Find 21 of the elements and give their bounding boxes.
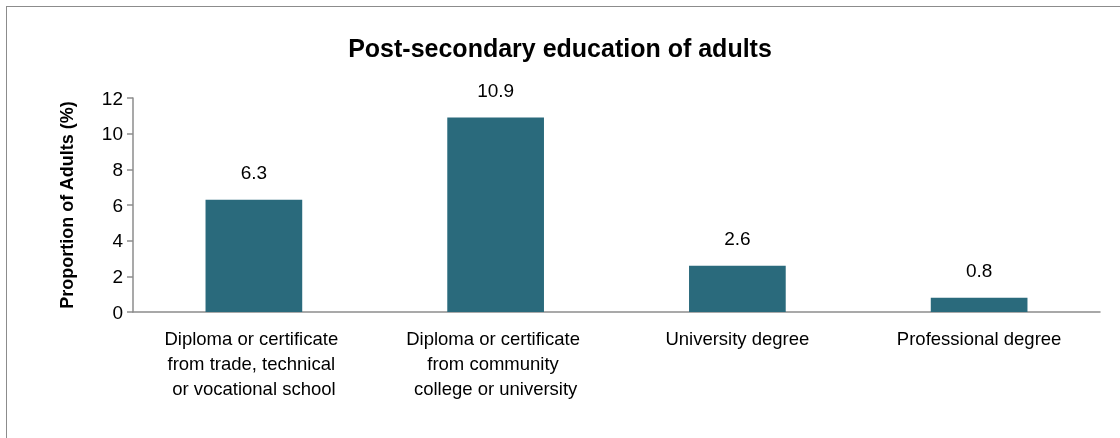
- data-label: 0.8: [965, 259, 993, 281]
- y-tick-label: 4: [112, 230, 124, 252]
- x-tick-label: Diploma or certificate from trade, technical or vocational school: [164, 328, 344, 399]
- x-tick-label: University degree: [665, 328, 810, 349]
- y-tick-label: 0: [112, 301, 123, 323]
- chart-title: Post-secondary education of adults: [348, 33, 772, 62]
- y-tick-label: 6: [112, 194, 123, 216]
- y-tick-label: 8: [112, 158, 123, 180]
- y-tick-label: 12: [101, 87, 123, 109]
- bar: [205, 199, 303, 312]
- bar: [930, 297, 1028, 312]
- bar: [447, 117, 544, 312]
- y-axis-title: Proportion of Adults (%): [57, 101, 77, 309]
- bar: [689, 265, 786, 312]
- x-tick-label: Professional degree: [896, 328, 1062, 349]
- y-tick-label: 2: [112, 265, 123, 287]
- data-label: 10.9: [477, 79, 515, 101]
- y-tick-label: 10: [101, 123, 123, 145]
- data-label: 2.6: [724, 227, 751, 249]
- x-tick-label: Diploma or certificate from community college or university: [406, 328, 586, 399]
- data-label: 6.3: [240, 161, 268, 183]
